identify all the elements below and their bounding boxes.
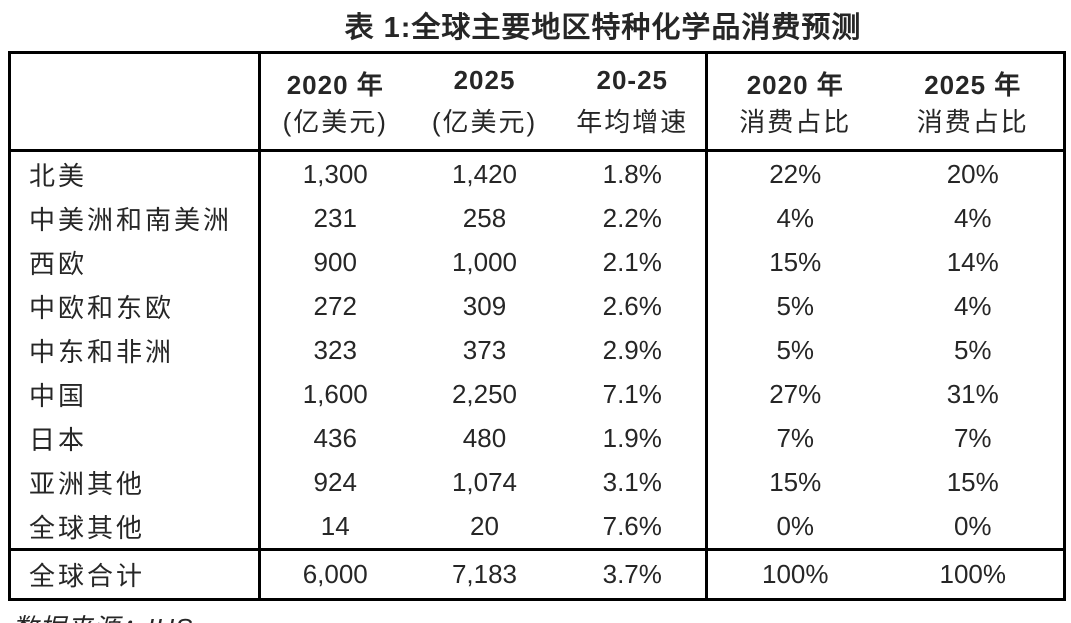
table-row: 亚洲其他 924 1,074 3.1% 15% 15% bbox=[10, 460, 1065, 504]
total-value-cell: 100% bbox=[939, 559, 1007, 589]
table-row: 北美 1,300 1,420 1.8% 22% 20% bbox=[10, 150, 1065, 196]
region-cell: 中欧和东欧 bbox=[29, 292, 175, 323]
value-cell: 5% bbox=[705, 328, 883, 372]
value-cell: 1.8% bbox=[602, 158, 662, 189]
value-cell: 4% bbox=[705, 196, 883, 240]
header-line1: 2020 年 bbox=[746, 69, 844, 100]
value-cell: 258 bbox=[462, 202, 507, 233]
value-cell: 323 bbox=[258, 328, 410, 372]
value-cell: 27% bbox=[705, 372, 883, 416]
data-source-note: 数据来源：IHS bbox=[12, 608, 1071, 623]
value-cell: 2.1% bbox=[602, 246, 662, 277]
value-cell: 4% bbox=[953, 290, 992, 321]
header-2020-share: 2020 年 消费占比 bbox=[705, 52, 883, 151]
value-cell: 2,250 bbox=[451, 378, 518, 409]
value-cell: 15% bbox=[705, 240, 883, 284]
value-cell: 480 bbox=[462, 422, 507, 453]
region-cell: 亚洲其他 bbox=[29, 468, 146, 499]
value-cell: 2.9% bbox=[602, 334, 662, 365]
value-cell: 373 bbox=[462, 334, 507, 365]
value-cell: 1,000 bbox=[451, 246, 518, 277]
value-cell: 1,300 bbox=[258, 150, 410, 196]
value-cell: 3.1% bbox=[602, 466, 662, 497]
total-row: 全球合计 6,000 7,183 3.7% 100% 100% bbox=[9, 549, 1065, 600]
value-cell: 5% bbox=[953, 334, 992, 365]
header-line2: (亿美元) bbox=[431, 106, 538, 137]
header-line1: 2025 bbox=[453, 64, 516, 95]
header-row: 2020 年 (亿美元) 2025 (亿美元) 20-25 年均增速 bbox=[9, 52, 1065, 151]
value-cell: 5% bbox=[705, 284, 883, 328]
value-cell: 7.6% bbox=[602, 510, 662, 541]
table-row: 中欧和东欧 272 309 2.6% 5% 4% bbox=[10, 284, 1065, 328]
header-region bbox=[10, 53, 260, 151]
region-cell: 中国 bbox=[29, 380, 88, 411]
table-title: 表 1:全球主要地区特种化学品消费预测 bbox=[344, 12, 862, 44]
region-cell: 全球其他 bbox=[29, 512, 146, 543]
value-cell: 436 bbox=[258, 416, 410, 460]
table-body: 北美 1,300 1,420 1.8% 22% 20% 中美洲和南美洲 231 258 2.2% 4… bbox=[10, 150, 1065, 550]
header-2020-value: 2020 年 (亿美元) bbox=[258, 52, 410, 151]
value-cell: 272 bbox=[258, 284, 410, 328]
header-cagr: 20-25 年均增速 bbox=[560, 53, 707, 151]
header-line2: 消费占比 bbox=[916, 106, 1029, 137]
value-cell: 14% bbox=[946, 246, 999, 277]
value-cell: 0% bbox=[705, 504, 883, 550]
value-cell: 0% bbox=[953, 510, 992, 541]
header-line1: 2025 年 bbox=[924, 69, 1022, 100]
table-row: 全球其他 14 20 7.6% 0% 0% bbox=[10, 504, 1065, 550]
total-region-cell: 全球合计 bbox=[29, 561, 146, 591]
value-cell: 1.9% bbox=[602, 422, 662, 453]
total-value-cell: 100% bbox=[705, 549, 883, 600]
value-cell: 1,420 bbox=[451, 158, 518, 189]
consumption-forecast-table: 2020 年 (亿美元) 2025 (亿美元) 20-25 年均增速 bbox=[8, 51, 1066, 601]
header-line1: 2020 年 bbox=[286, 69, 384, 100]
total-value-cell: 6,000 bbox=[258, 549, 410, 600]
value-cell: 15% bbox=[705, 460, 883, 504]
total-value-cell: 7,183 bbox=[451, 559, 518, 589]
value-cell: 15% bbox=[946, 466, 999, 497]
value-cell: 7% bbox=[953, 422, 992, 453]
total-value-cell: 3.7% bbox=[602, 559, 662, 589]
value-cell: 7.1% bbox=[602, 378, 662, 409]
header-line2: (亿美元) bbox=[282, 106, 388, 137]
region-cell: 中美洲和南美洲 bbox=[29, 204, 233, 235]
header-2025-value: 2025 (亿美元) bbox=[410, 53, 560, 151]
value-cell: 14 bbox=[258, 504, 410, 550]
table-row: 日本 436 480 1.9% 7% 7% bbox=[10, 416, 1065, 460]
value-cell: 22% bbox=[705, 150, 883, 196]
value-cell: 20 bbox=[470, 510, 499, 541]
value-cell: 231 bbox=[258, 196, 410, 240]
region-cell: 西欧 bbox=[29, 248, 88, 279]
value-cell: 924 bbox=[258, 460, 410, 504]
region-cell: 日本 bbox=[29, 424, 88, 455]
table-row: 中美洲和南美洲 231 258 2.2% 4% 4% bbox=[10, 196, 1065, 240]
header-2025-share: 2025 年 消费占比 bbox=[883, 53, 1065, 151]
region-cell: 北美 bbox=[29, 160, 88, 191]
value-cell: 4% bbox=[953, 202, 992, 233]
value-cell: 2.6% bbox=[602, 290, 662, 321]
table-row: 中东和非洲 323 373 2.9% 5% 5% bbox=[10, 328, 1065, 372]
value-cell: 900 bbox=[258, 240, 410, 284]
header-line2: 消费占比 bbox=[739, 106, 852, 137]
value-cell: 7% bbox=[705, 416, 883, 460]
table-row: 西欧 900 1,000 2.1% 15% 14% bbox=[10, 240, 1065, 284]
region-cell: 中东和非洲 bbox=[29, 336, 175, 367]
value-cell: 309 bbox=[462, 290, 507, 321]
value-cell: 20% bbox=[946, 158, 999, 189]
value-cell: 1,074 bbox=[451, 466, 518, 497]
value-cell: 2.2% bbox=[602, 202, 662, 233]
value-cell: 1,600 bbox=[258, 372, 410, 416]
value-cell: 31% bbox=[946, 378, 999, 409]
header-line2: 年均增速 bbox=[576, 106, 689, 137]
header-line1: 20-25 bbox=[596, 64, 668, 95]
table-row: 中国 1,600 2,250 7.1% 27% 31% bbox=[10, 372, 1065, 416]
